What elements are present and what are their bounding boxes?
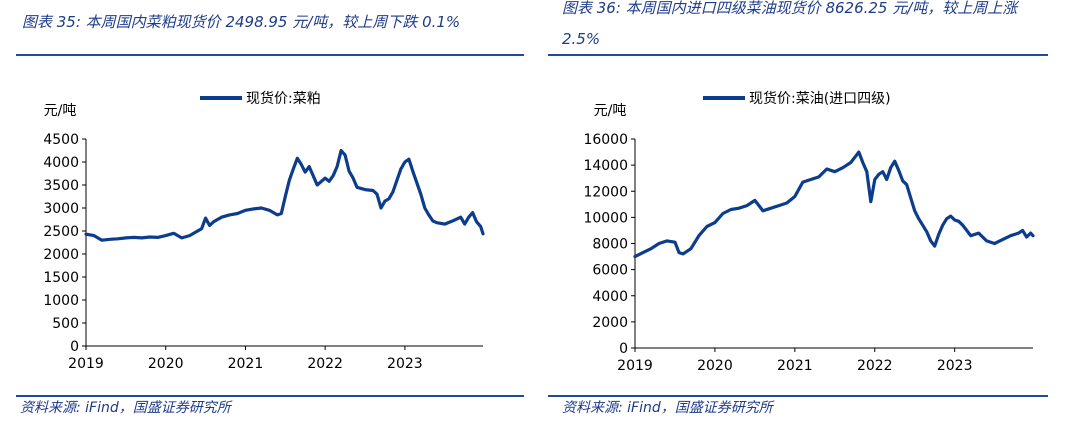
y-tick-label: 14000 bbox=[583, 158, 628, 174]
y-tick-label: 12000 bbox=[583, 184, 628, 200]
y-tick-label: 500 bbox=[52, 316, 79, 332]
y-axis-unit: 元/吨 bbox=[594, 103, 627, 119]
x-tick-label: 2019 bbox=[617, 358, 653, 374]
x-tick-label: 2023 bbox=[387, 356, 423, 372]
source-note: 资料来源: iFind，国盛证券研究所 bbox=[562, 400, 773, 416]
x-tick-label: 2023 bbox=[937, 358, 973, 374]
series-line bbox=[633, 150, 1035, 259]
rapeseed-meal-price-chart: 元/吨 现货价:菜粕 0 500 1000 1500 2000 2500 3000 3500 400… bbox=[43, 90, 485, 372]
y-tick-label: 1500 bbox=[43, 270, 79, 286]
x-tick-label: 2019 bbox=[68, 356, 104, 372]
figure-title: 图表 36: 本周国内进口四级菜油现货价 8626.25 元/吨，较上周上涨 2… bbox=[562, 0, 1018, 48]
source-divider bbox=[16, 395, 524, 397]
legend-label: 现货价:菜油(进口四级) bbox=[749, 90, 891, 107]
y-tick-label: 2000 bbox=[43, 247, 79, 263]
y-tick-label: 0 bbox=[70, 339, 79, 355]
right-panel: 图表 36: 本周国内进口四级菜油现货价 8626.25 元/吨，较上周上涨 2… bbox=[548, 0, 1066, 431]
title-divider bbox=[16, 54, 524, 56]
x-tick-label: 2020 bbox=[697, 358, 733, 374]
y-tick-label: 4500 bbox=[43, 132, 79, 148]
left-panel: 图表 35: 本周国内菜粕现货价 2498.95 元/吨，较上周下跌 0.1% … bbox=[0, 0, 530, 431]
x-tick-label: 2022 bbox=[307, 356, 343, 372]
y-tick-label: 3000 bbox=[43, 201, 79, 217]
y-tick-label: 16000 bbox=[583, 132, 628, 148]
y-tick-label: 1000 bbox=[43, 293, 79, 309]
rapeseed-oil-price-chart: 元/吨 现货价:菜油(进口四级) 0 2000 4000 6000 8000 10000 120… bbox=[583, 90, 1035, 374]
series-line bbox=[84, 148, 485, 242]
source-note: 资料来源: iFind，国盛证券研究所 bbox=[20, 400, 231, 416]
y-tick-label: 3500 bbox=[43, 178, 79, 194]
source-divider bbox=[548, 395, 1048, 397]
y-tick-label: 10000 bbox=[583, 210, 628, 226]
figure-title: 图表 35: 本周国内菜粕现货价 2498.95 元/吨，较上周下跌 0.1% bbox=[22, 13, 461, 31]
y-tick-label: 6000 bbox=[592, 263, 628, 279]
y-tick-label: 2000 bbox=[592, 315, 628, 331]
y-tick-label: 0 bbox=[619, 341, 628, 357]
title-divider bbox=[548, 54, 1048, 56]
x-tick-label: 2021 bbox=[777, 358, 813, 374]
y-tick-label: 4000 bbox=[43, 155, 79, 171]
x-tick-label: 2020 bbox=[148, 356, 184, 372]
legend-label: 现货价:菜粕 bbox=[246, 90, 321, 107]
y-tick-label: 2500 bbox=[43, 224, 79, 240]
y-tick-label: 8000 bbox=[592, 237, 628, 253]
y-axis-unit: 元/吨 bbox=[44, 103, 77, 119]
y-tick-label: 4000 bbox=[592, 289, 628, 305]
x-tick-label: 2021 bbox=[228, 356, 264, 372]
x-tick-label: 2022 bbox=[857, 358, 893, 374]
